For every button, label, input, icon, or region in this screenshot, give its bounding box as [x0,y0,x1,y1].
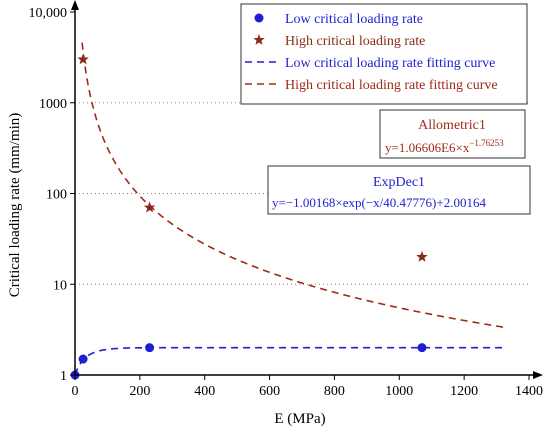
fit-curves [74,42,507,376]
axes [70,0,543,380]
allometric-annotation: Allometric1 y=1.06606E6×x−1.76253 [379,109,526,159]
data-point-star [416,250,428,262]
expdec-formula: y=−1.00168×exp(−x/40.47776)+2.00164 [272,195,486,210]
allometric-title: Allometric1 [418,118,486,133]
fit-curve [74,346,507,376]
expdec-title: ExpDec1 [373,175,425,190]
x-tick-label: 0 [72,384,79,399]
y-tick-label: 10,000 [29,6,68,21]
y-tick-label: 1000 [39,97,67,112]
data-point-circle [417,343,427,353]
x-tick-label: 600 [259,384,280,399]
data-point-circle [145,343,155,353]
legend-box [240,3,528,105]
x-axis-label: E (MPa) [274,411,325,427]
allometric-formula-base: y=1.06606E6×x [385,140,470,155]
legend: Low critical loading rate High critical l… [240,3,528,105]
fit-curve [81,42,507,329]
legend-swatch-circle [254,13,264,23]
tick-labels: 0 200 400 600 800 1000 1200 1400 1 10 100 1000 10,00… [29,6,544,399]
x-axis-arrow [533,371,543,379]
data-point-star [143,201,156,213]
x-tick-label: 1000 [385,384,413,399]
legend-label: High critical loading rate fitting curve [285,78,498,93]
legend-label: Low critical loading rate fitting curve [285,56,495,71]
legend-label: Low critical loading rate [285,12,423,27]
allometric-formula: y=1.06606E6×x−1.76253 [385,138,504,155]
x-tick-label: 200 [129,384,150,399]
x-tick-label: 1200 [450,384,478,399]
data-points [70,53,428,380]
data-point-star [77,53,89,65]
expdec-annotation: ExpDec1 y=−1.00168×exp(−x/40.47776)+2.00… [267,165,531,215]
legend-swatch-star [253,34,265,45]
allometric-formula-exponent: −1.76253 [469,138,504,148]
x-tick-label: 1400 [515,384,543,399]
x-tick-label: 400 [194,384,215,399]
y-axis-label: Critical loading rate (mm/min) [7,113,23,298]
y-tick-label: 10 [53,278,67,293]
y-tick-label: 1 [60,369,67,384]
x-tick-label: 800 [324,384,345,399]
y-axis-arrow [71,0,79,10]
data-point-circle [78,354,88,364]
legend-label: High critical loading rate [285,34,425,49]
y-tick-label: 100 [46,188,67,203]
